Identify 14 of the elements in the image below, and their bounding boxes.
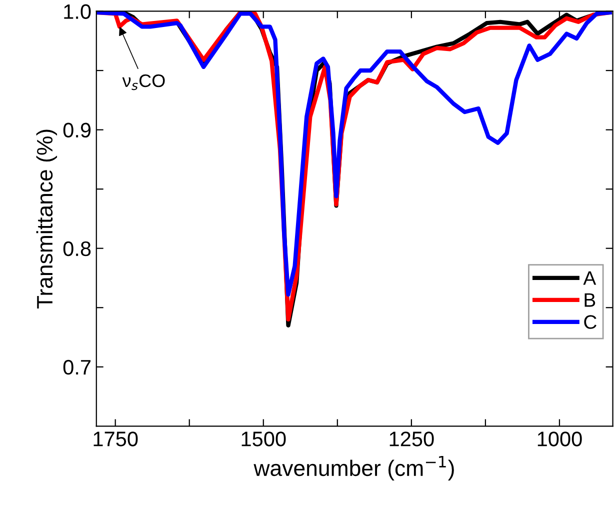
annotation: ν$_{s}$CO: [122, 74, 165, 90]
y-axis-title: Transmittance (%): [36, 130, 58, 309]
x-tick-label: 1750: [94, 432, 138, 446]
x-tick-label: 1000: [538, 432, 582, 446]
y-tick-label: 1.0: [64, 4, 91, 19]
x-tick-label: 1250: [390, 432, 434, 446]
x-axis-title: wavenumber (cm$^{−1}$): [254, 456, 454, 480]
y-tick-label: 0.9: [63, 122, 91, 138]
x-tick-label: 1500: [242, 432, 286, 446]
legend-label: C: [584, 315, 596, 329]
legend-label: B: [584, 293, 596, 307]
y-tick-label: 0.7: [63, 360, 90, 375]
legend-label: A: [583, 271, 596, 285]
y-tick-label: 0.8: [63, 241, 91, 256]
